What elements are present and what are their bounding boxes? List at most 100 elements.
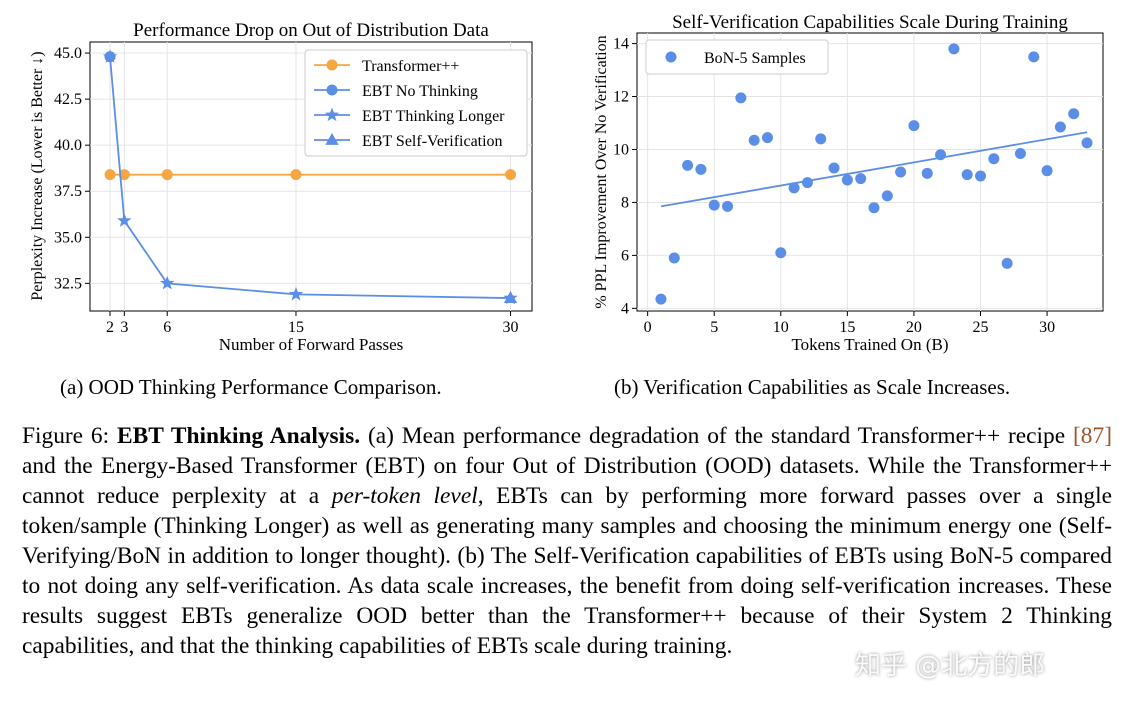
chart-b-point (828, 162, 840, 174)
chart-a-point (161, 169, 173, 181)
legend-a-marker (326, 59, 338, 71)
chart-b-point (895, 166, 907, 178)
chart-a-point (102, 49, 118, 63)
chart-b-point (722, 200, 734, 212)
chart-b-point (868, 202, 880, 214)
chart-b-point (988, 153, 1000, 165)
chart-b-ytick-label: 4 (621, 300, 629, 317)
chart-a-point (503, 291, 518, 304)
chart-a-xtick-label: 2 (106, 319, 114, 336)
chart-b-point (1014, 147, 1026, 159)
chart-b-point (801, 177, 813, 189)
figure-panels: Performance Drop on Out of Distribution … (29, 12, 1104, 354)
chart-b-point (1028, 51, 1040, 63)
chart-b-legend: BoN-5 Samples (645, 39, 829, 75)
chart-b-point (655, 293, 667, 305)
chart-a-point (117, 213, 132, 227)
chart-b-point (908, 120, 920, 132)
chart-b-point (935, 149, 947, 161)
chart-verification-scale: Self-Verification Capabilities Scale Dur… (593, 12, 1104, 354)
chart-b-point (855, 173, 867, 185)
chart-b-point (1068, 108, 1080, 120)
subcaption-b: (b) Verification Capabilities as Scale I… (614, 375, 1011, 399)
chart-b-point (975, 170, 987, 182)
chart-b-xlabel: Tokens Trained On (B) (791, 335, 948, 354)
chart-b-ytick-label: 6 (621, 247, 629, 264)
chart-b-point (1001, 257, 1013, 269)
chart-b-xtick-label: 20 (906, 319, 922, 336)
chart-a-point (290, 169, 302, 181)
chart-b-xtick-label: 10 (773, 319, 789, 336)
chart-a-point (160, 275, 175, 290)
legend-a-label: EBT Thinking Longer (362, 108, 505, 125)
legend-a-label: Transformer++ (362, 58, 459, 75)
chart-a-ticks: 2 3 6 15 30 32.5 35.0 37.5 40.0 42.5 45.0 (54, 45, 519, 336)
figure-caption: Figure 6: EBT Thinking Analysis. (a) Mea… (22, 421, 1112, 661)
chart-a-point (104, 169, 116, 181)
chart-b-point (788, 182, 800, 194)
chart-b-xtick-label: 0 (644, 319, 652, 336)
chart-b-point (695, 163, 707, 175)
chart-a-ytick-label: 37.5 (54, 183, 82, 200)
chart-ood-performance: Performance Drop on Out of Distribution … (29, 20, 533, 354)
chart-a-series (102, 49, 518, 305)
legend-b-label: BoN-5 Samples (704, 50, 806, 67)
chart-b-point (775, 247, 787, 259)
caption-text-3: , EBTs can by performing more forward pa… (22, 483, 1112, 659)
chart-a-point (118, 169, 130, 181)
chart-b-series (655, 43, 1093, 305)
chart-a-ytick-label: 40.0 (54, 137, 82, 154)
chart-a-point (505, 169, 517, 181)
caption-italic: per-token level (331, 483, 478, 509)
chart-b-point (761, 132, 773, 144)
legend-a-marker (326, 84, 338, 96)
legend-a-label: EBT Self-Verification (362, 133, 503, 150)
chart-b-point (841, 174, 853, 186)
chart-b-point (668, 252, 680, 264)
chart-b-point (961, 169, 973, 181)
chart-a-xtick-label: 30 (503, 319, 519, 336)
chart-b-xtick-label: 5 (710, 319, 718, 336)
chart-b-ytick-label: 12 (613, 89, 629, 106)
legend-a-marker (324, 107, 340, 122)
chart-a-xlabel: Number of Forward Passes (219, 335, 404, 354)
chart-b-ytick-label: 14 (613, 36, 629, 53)
chart-b-point (708, 199, 720, 211)
watermark: 知乎 @北方的郎 (855, 651, 1046, 681)
chart-b-point (881, 190, 893, 202)
chart-b-ticks: 0 5 10 15 20 25 30 4 6 8 10 12 14 (613, 36, 1055, 336)
chart-b-ytick-label: 10 (613, 141, 629, 158)
subcaption-a: (a) OOD Thinking Performance Comparison. (60, 375, 442, 399)
chart-b-ylabel: % PPL Improvement Over No Verification (593, 35, 610, 308)
chart-a-point (288, 286, 304, 301)
chart-b-title: Self-Verification Capabilities Scale Dur… (672, 12, 1068, 33)
chart-b-point (1081, 137, 1093, 149)
chart-b-plot-area (636, 32, 1104, 312)
chart-a-legend: Transformer++ EBT No Thinking EBT Thinking… (304, 49, 528, 157)
chart-b-point (735, 92, 747, 104)
chart-b-point (682, 159, 694, 171)
chart-b-point (1041, 165, 1053, 177)
chart-b-xtick-label: 15 (839, 319, 855, 336)
chart-a-ytick-label: 32.5 (54, 275, 82, 292)
chart-a-title: Performance Drop on Out of Distribution … (133, 20, 489, 41)
chart-b-xtick-label: 25 (973, 319, 989, 336)
legend-a-marker (325, 133, 339, 145)
chart-a-ylabel: Perplexity Increase (Lower is Better ↓) (29, 51, 46, 300)
legend-a-label: EBT No Thinking (362, 83, 478, 100)
chart-b-point (1054, 121, 1066, 133)
citation-link[interactable]: [87] (1073, 423, 1112, 449)
legend-b-marker (665, 51, 677, 63)
chart-a-ytick-label: 42.5 (54, 91, 82, 108)
chart-b-point (948, 43, 960, 55)
chart-a-ytick-label: 35.0 (54, 229, 82, 246)
caption-bold-title: EBT Thinking Analysis. (117, 423, 361, 449)
chart-b-point (815, 133, 827, 145)
caption-label: Figure 6: (22, 423, 110, 449)
chart-b-trendline (660, 131, 1088, 208)
chart-b-ytick-label: 8 (621, 194, 629, 211)
chart-b-xtick-label: 30 (1039, 319, 1055, 336)
chart-b-point (921, 167, 933, 179)
chart-a-ytick-label: 45.0 (54, 45, 82, 62)
caption-text-2: and the Energy-Based Transformer (EBT) o… (22, 453, 1112, 509)
